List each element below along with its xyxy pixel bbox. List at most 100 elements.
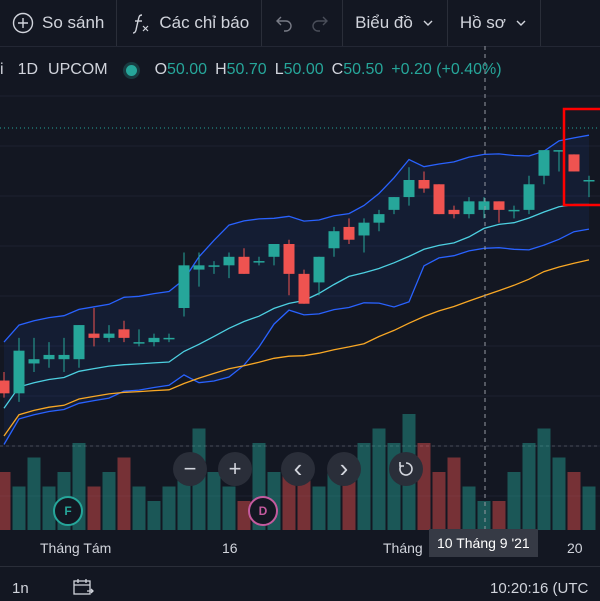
low-key: L bbox=[274, 61, 284, 78]
candle-body bbox=[523, 184, 535, 210]
low-value: 50.00 bbox=[283, 61, 324, 78]
candle-body bbox=[478, 201, 490, 210]
volume-bar bbox=[0, 472, 11, 530]
function-icon bbox=[129, 12, 151, 34]
volume-bar bbox=[582, 486, 596, 530]
crosshair-date-label: 10 Tháng 9 '21 bbox=[429, 529, 538, 557]
volume-bar bbox=[207, 472, 221, 530]
toolbar-divider bbox=[342, 0, 344, 46]
volume-bar bbox=[162, 486, 176, 530]
candle-body bbox=[0, 380, 10, 394]
candle-body bbox=[193, 265, 205, 270]
symbol-legend: i 1D UPCOM O 50.00 H 50.70 L 50.00 C 50.50 +… bbox=[0, 56, 502, 84]
reset-chart-button[interactable] bbox=[389, 452, 423, 486]
volume-bar bbox=[27, 457, 41, 530]
candle-body bbox=[553, 150, 565, 152]
market-status-icon bbox=[125, 64, 137, 76]
time-axis-label: 20 bbox=[567, 540, 583, 556]
indicators-label: Các chỉ báo bbox=[159, 13, 250, 32]
scroll-right-button[interactable]: › bbox=[327, 452, 361, 486]
symbol-interval: 1D bbox=[17, 61, 39, 78]
volume-bar bbox=[132, 486, 146, 530]
scroll-left-button[interactable]: ‹ bbox=[281, 452, 315, 486]
toolbar-divider bbox=[539, 0, 541, 46]
volume-bar bbox=[447, 457, 461, 530]
candle-body bbox=[493, 201, 505, 210]
candle-body bbox=[133, 342, 145, 344]
indicators-button[interactable]: Các chỉ báo bbox=[117, 0, 261, 46]
candle-body bbox=[313, 256, 325, 283]
event-marker-f[interactable]: F bbox=[53, 496, 83, 526]
plus-icon: + bbox=[228, 456, 242, 481]
candle-body bbox=[58, 354, 70, 360]
redo-button[interactable] bbox=[298, 0, 342, 46]
candle-body bbox=[28, 359, 40, 364]
plus-circle-icon bbox=[12, 12, 34, 34]
candle-body bbox=[268, 244, 280, 257]
high-value: 50.70 bbox=[226, 61, 267, 78]
candle-body bbox=[43, 354, 55, 360]
candle-body bbox=[508, 209, 520, 212]
top-toolbar: So sánh Các chỉ báo Biểu đồ Hồ sơ bbox=[0, 0, 600, 47]
candle-body bbox=[238, 256, 250, 274]
volume-bar bbox=[567, 472, 581, 530]
candle-body bbox=[568, 154, 580, 172]
change-value: +0.20 (+0.40%) bbox=[391, 61, 502, 78]
redo-icon bbox=[310, 13, 330, 33]
profile-menu-label: Hồ sơ bbox=[459, 13, 506, 32]
candle-body bbox=[358, 222, 370, 236]
compare-button[interactable]: So sánh bbox=[0, 0, 116, 46]
time-axis-label: 16 bbox=[222, 540, 238, 556]
zoom-in-button[interactable]: + bbox=[218, 452, 252, 486]
candle-body bbox=[208, 265, 220, 267]
volume-bar bbox=[357, 443, 371, 530]
candle-body bbox=[463, 201, 475, 215]
volume-bar bbox=[492, 501, 506, 530]
profile-menu-button[interactable]: Hồ sơ bbox=[448, 0, 540, 46]
bottom-bar: 1n 10:20:16 (UTC bbox=[0, 566, 600, 601]
chart-menu-button[interactable]: Biểu đồ bbox=[343, 0, 447, 46]
time-axis-label: Tháng bbox=[383, 540, 423, 556]
candle-body bbox=[403, 180, 415, 198]
bollinger-upper-line bbox=[3, 134, 590, 343]
volume-bar bbox=[432, 472, 446, 530]
interval-selector[interactable]: 1n bbox=[12, 580, 29, 597]
symbol-name[interactable]: i bbox=[0, 61, 4, 78]
candle-body bbox=[373, 214, 385, 223]
date-range-icon[interactable] bbox=[72, 577, 94, 601]
chevron-down-icon bbox=[514, 16, 528, 30]
volume-bar bbox=[537, 428, 551, 530]
open-value: 50.00 bbox=[167, 61, 208, 78]
chart-menu-label: Biểu đồ bbox=[355, 13, 413, 32]
volume-bar bbox=[522, 443, 536, 530]
candle-body bbox=[388, 197, 400, 210]
symbol-exchange: UPCOM bbox=[48, 61, 108, 78]
volume-bar bbox=[282, 472, 296, 530]
volume-bar bbox=[147, 501, 161, 530]
toolbar-divider bbox=[261, 0, 263, 46]
candle-body bbox=[283, 244, 295, 274]
candle-body bbox=[73, 325, 85, 360]
high-key: H bbox=[215, 61, 227, 78]
candle-body bbox=[253, 261, 265, 263]
volume-bar bbox=[507, 472, 521, 530]
candle-body bbox=[343, 226, 355, 240]
candle-body bbox=[178, 265, 190, 308]
candle-body bbox=[88, 333, 100, 338]
undo-button[interactable] bbox=[262, 0, 298, 46]
reset-icon bbox=[397, 460, 415, 478]
volume-bar bbox=[477, 501, 491, 530]
candle-body bbox=[418, 180, 430, 189]
zoom-out-button[interactable]: − bbox=[173, 452, 207, 486]
time-axis[interactable]: Tháng Tám 16 Tháng 20 bbox=[0, 530, 600, 566]
volume-bar bbox=[237, 501, 251, 530]
candle-body bbox=[163, 337, 175, 340]
toolbar-divider bbox=[446, 0, 448, 46]
candle-body bbox=[538, 150, 550, 176]
volume-bar bbox=[12, 486, 26, 530]
minus-icon: − bbox=[183, 456, 197, 481]
clock-timezone[interactable]: 10:20:16 (UTC bbox=[490, 580, 589, 597]
volume-bar bbox=[327, 472, 341, 530]
event-marker-d[interactable]: D bbox=[248, 496, 278, 526]
candle-body bbox=[298, 273, 310, 304]
